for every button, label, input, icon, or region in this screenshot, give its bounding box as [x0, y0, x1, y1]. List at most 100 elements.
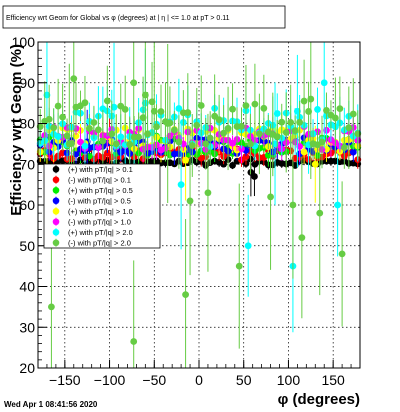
- data-point: [59, 113, 66, 121]
- data-point: [220, 129, 227, 137]
- data-point: [81, 142, 89, 150]
- data-point: [332, 114, 339, 122]
- data-point: [323, 107, 330, 114]
- data-point: [273, 133, 281, 141]
- data-point: [171, 126, 178, 134]
- data-point: [197, 102, 205, 109]
- legend-marker: [52, 218, 60, 226]
- data-point: [50, 124, 58, 132]
- legend-item: (+) with pT/|q| > 1.0: [52, 207, 133, 216]
- x-tick-label: −150: [49, 372, 81, 388]
- data-point: [300, 148, 308, 156]
- data-point: [229, 105, 236, 113]
- legend-item: (-) with pT/|q| > 0.1: [52, 175, 131, 184]
- data-point: [271, 140, 279, 148]
- data-point: [141, 91, 149, 99]
- data-point: [188, 142, 196, 149]
- data-point: [72, 132, 80, 140]
- data-point: [293, 107, 301, 115]
- legend-item: (-) with pT/|q| > 0.5: [52, 196, 131, 205]
- legend-item: (+) with pT/|q| > 2.0: [52, 228, 133, 237]
- legend-marker: [52, 228, 60, 236]
- data-point: [229, 161, 236, 169]
- data-point: [291, 127, 299, 134]
- legend-label: (+) with pT/|q| > 2.0: [68, 228, 133, 237]
- data-point: [103, 149, 111, 157]
- x-tick-label: 100: [277, 372, 301, 388]
- data-point: [336, 105, 344, 113]
- x-tick-label: −50: [142, 372, 166, 388]
- data-point: [108, 130, 116, 138]
- data-point: [296, 118, 304, 126]
- legend-label: (-) with pT/|q| > 0.5: [68, 196, 131, 205]
- y-tick-label: 70: [19, 156, 35, 172]
- data-point: [86, 125, 93, 132]
- data-point: [184, 109, 192, 116]
- legend-label: (+) with pT/|q| > 1.0: [68, 207, 133, 216]
- data-point: [175, 105, 183, 112]
- data-point: [164, 120, 172, 127]
- data-point: [251, 173, 258, 180]
- data-point: [238, 145, 245, 153]
- y-tick-label: 80: [19, 116, 35, 132]
- y-tick-label: 50: [19, 238, 35, 254]
- data-point: [305, 108, 312, 115]
- data-point: [320, 79, 328, 87]
- y-tick-label: 40: [19, 279, 35, 295]
- data-point: [135, 133, 143, 141]
- data-point: [103, 97, 111, 105]
- data-point: [65, 140, 73, 148]
- legend-label: (+) with pT/|q| > 0.1: [68, 165, 133, 174]
- legend-marker: [52, 165, 60, 173]
- data-point: [157, 108, 165, 115]
- legend-item: (-) with pT/|q| > 2.0: [52, 238, 131, 247]
- data-point: [81, 99, 89, 107]
- data-point: [153, 123, 160, 131]
- legend-marker: [52, 239, 60, 247]
- data-point: [182, 156, 189, 164]
- data-point: [247, 140, 254, 148]
- y-tick-label: 30: [19, 319, 35, 335]
- x-tick-label: 50: [236, 372, 252, 388]
- legend-marker: [52, 197, 60, 205]
- data-point: [267, 193, 274, 201]
- legend-label: (+) with pT/|q| > 0.5: [68, 186, 133, 195]
- data-point: [126, 140, 134, 148]
- data-point: [144, 130, 151, 138]
- data-point: [193, 121, 201, 129]
- legend-label: (-) with pT/|q| > 1.0: [68, 217, 131, 226]
- series-7: [36, 42, 362, 368]
- legend-marker: [52, 176, 60, 184]
- data-point: [354, 130, 362, 138]
- data-point: [311, 160, 319, 168]
- x-axis-title: φ (degrees): [278, 391, 360, 408]
- data-point: [90, 119, 98, 126]
- data-point: [175, 138, 183, 146]
- data-point: [289, 201, 297, 209]
- data-point: [215, 116, 223, 124]
- data-point: [224, 125, 232, 132]
- data-point: [251, 100, 259, 108]
- data-point: [139, 114, 147, 122]
- data-point: [282, 129, 290, 136]
- chart-title: Efficiency wrt Geom for Global vs φ (deg…: [6, 15, 230, 22]
- y-tick-label: 90: [19, 75, 35, 91]
- y-axis-title: Efficiency wrt Geom (%): [8, 44, 25, 216]
- data-point: [63, 132, 71, 140]
- data-point: [235, 262, 243, 270]
- data-point: [206, 134, 214, 142]
- data-point: [334, 201, 342, 209]
- data-point: [150, 107, 158, 115]
- data-point: [318, 138, 326, 146]
- data-point: [260, 104, 268, 112]
- data-point: [177, 181, 185, 189]
- title-box: [2, 5, 286, 29]
- legend-label: (-) with pT/|q| > 2.0: [68, 238, 131, 247]
- data-point: [112, 140, 120, 148]
- legend-box: [43, 163, 161, 249]
- y-tick-label: 100: [12, 34, 36, 50]
- data-point: [345, 124, 353, 132]
- data-point: [148, 98, 156, 106]
- y-tick-label: 20: [19, 360, 35, 376]
